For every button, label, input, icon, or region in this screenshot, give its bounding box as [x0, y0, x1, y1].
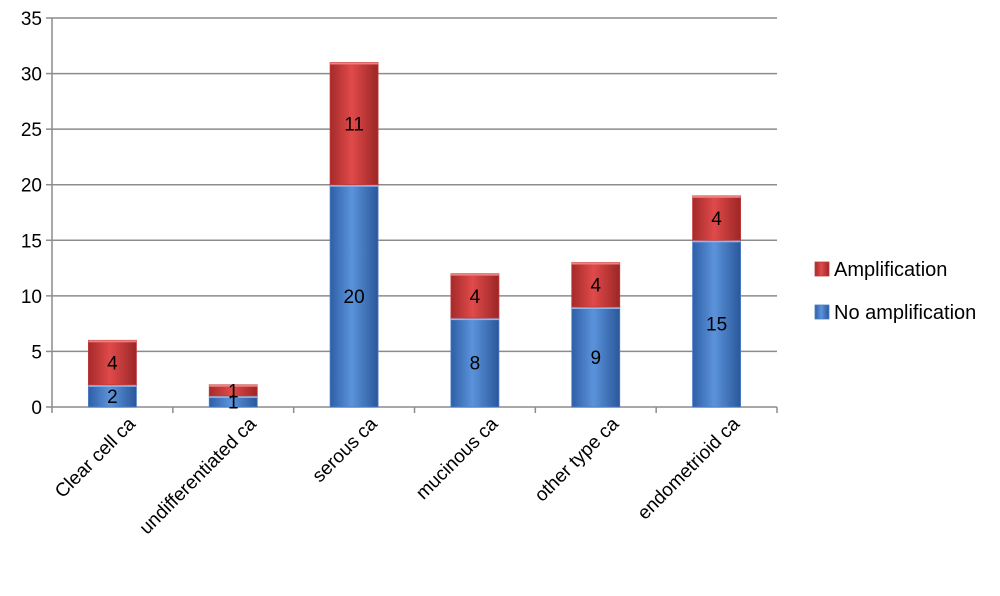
data-label: 15 — [706, 315, 727, 336]
y-tick-label: 30 — [21, 65, 42, 86]
y-tick-label: 15 — [21, 231, 42, 252]
bar-amplification — [450, 273, 500, 319]
bar-highlight — [88, 340, 137, 343]
bar-highlight — [450, 318, 499, 321]
data-label: 11 — [344, 115, 364, 136]
legend: Amplification No amplification — [814, 259, 976, 324]
y-tick-label: 20 — [21, 176, 42, 197]
data-label: 4 — [470, 287, 481, 308]
bar-highlight — [209, 395, 258, 398]
y-tick-label: 10 — [21, 287, 42, 308]
bar-highlight — [209, 384, 258, 387]
x-tick-label: serous ca — [309, 413, 382, 486]
data-label: 1 — [228, 381, 239, 402]
legend-label: Amplification — [834, 259, 947, 281]
axes: 0 5 10 15 20 25 30 35 Clear cell caundifferentia… — [21, 9, 778, 539]
bar-highlight — [88, 384, 137, 387]
y-tick-label: 25 — [21, 120, 42, 141]
bar-highlight — [692, 240, 741, 243]
data-label: 4 — [590, 276, 601, 297]
x-tick-label: undifferentiated ca — [136, 413, 261, 538]
bar-highlight — [450, 273, 499, 276]
data-label: 8 — [470, 354, 481, 375]
gridlines — [52, 17, 777, 353]
bar-highlight — [330, 184, 379, 187]
x-tick-label: other type ca — [531, 413, 624, 506]
y-tick-label: 5 — [31, 342, 42, 363]
data-labels: 2 4 11 20 11 8 4 9 4 15 4 — [107, 115, 727, 414]
x-tick-label: endometrioid ca — [634, 413, 745, 524]
bar-highlight — [330, 62, 379, 65]
bar-no-amplification — [692, 239, 741, 408]
legend-swatch — [814, 261, 830, 277]
bars — [88, 62, 741, 408]
bar-highlight — [571, 262, 620, 265]
bar-highlight — [692, 195, 741, 198]
x-tick-label: mucinous ca — [412, 413, 503, 504]
data-label: 1 — [228, 392, 239, 413]
data-label: 9 — [590, 348, 601, 369]
y-tick-label: 0 — [31, 398, 42, 419]
data-label: 20 — [344, 287, 365, 308]
data-label: 4 — [711, 209, 722, 230]
bar-amplification — [329, 62, 379, 186]
bar-no-amplification — [329, 184, 379, 408]
bar-highlight — [571, 306, 620, 309]
y-tick-label: 35 — [21, 9, 42, 30]
bar-amplification — [571, 262, 621, 308]
x-tick-label: Clear cell ca — [51, 413, 140, 502]
data-label: 2 — [107, 387, 118, 408]
legend-label: No amplification — [834, 302, 976, 324]
bar-amplification — [88, 339, 137, 386]
data-label: 4 — [107, 354, 118, 375]
bar-no-amplification — [450, 317, 500, 408]
legend-swatch — [814, 304, 830, 320]
bar-no-amplification — [571, 306, 621, 408]
